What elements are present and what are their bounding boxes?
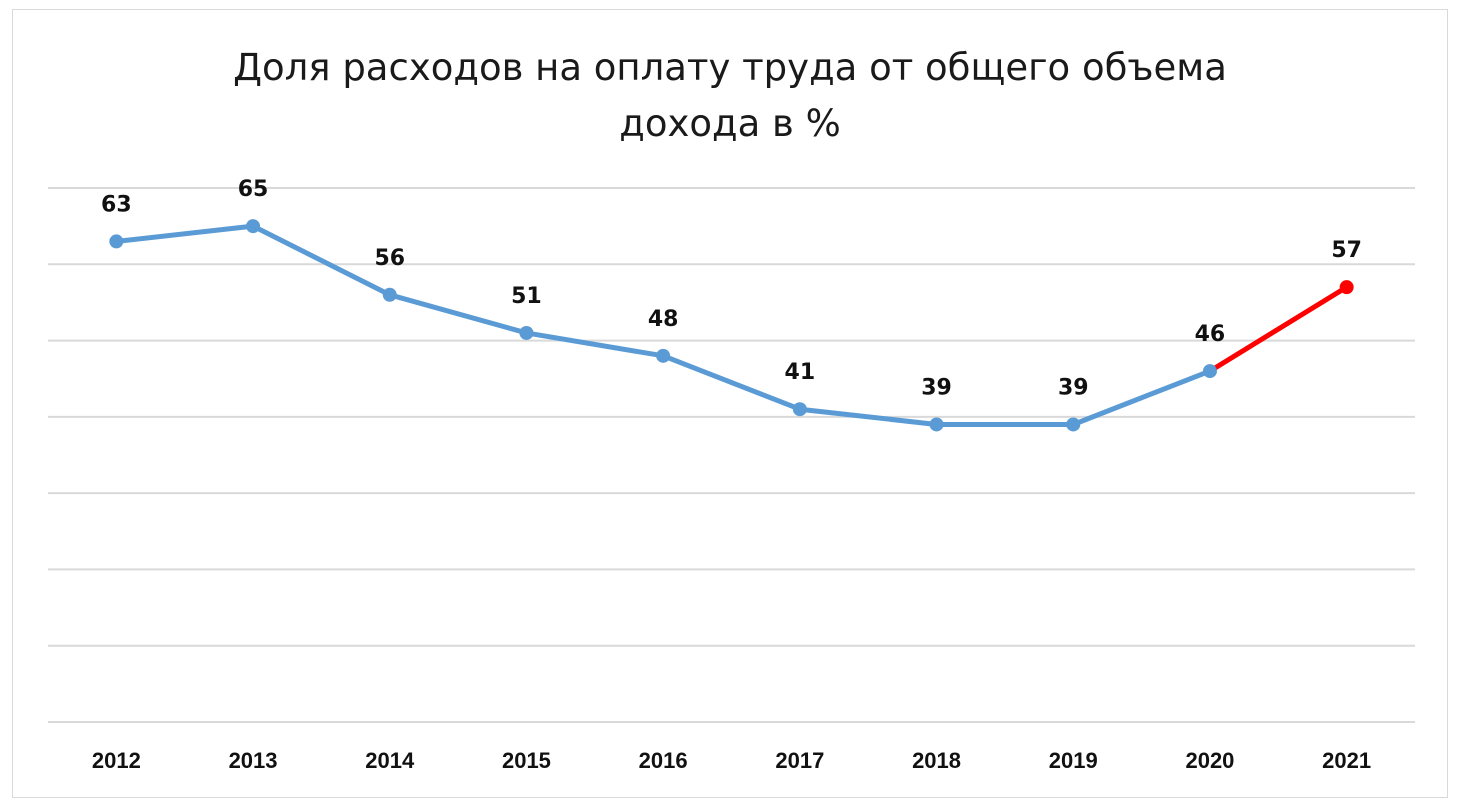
series-lines — [113, 223, 1350, 427]
chart-title: Доля расходов на оплату труда от общего … — [0, 40, 1460, 152]
data-label-2012: 63 — [101, 192, 132, 217]
data-labels: 63 65 56 51 48 41 39 39 46 57 — [101, 177, 1362, 400]
data-label-2015: 51 — [511, 284, 542, 309]
data-label-2019: 39 — [1058, 375, 1089, 400]
series-segment-2017-2018 — [797, 406, 940, 427]
series-segment-2016-2017 — [660, 353, 803, 412]
data-label-2018: 39 — [921, 375, 952, 400]
series-segment-2019-2020 — [1070, 368, 1213, 427]
data-label-2020: 46 — [1195, 322, 1226, 347]
x-tick-label-2014: 2014 — [365, 748, 415, 773]
data-point-2014 — [382, 287, 397, 302]
data-point-2015 — [519, 325, 534, 340]
x-tick-label-2013: 2013 — [229, 748, 278, 773]
series-segment-2015-2016 — [523, 330, 666, 359]
gridlines — [48, 187, 1415, 723]
data-point-2016 — [656, 348, 671, 363]
data-point-2013 — [246, 219, 261, 234]
data-point-2019 — [1066, 417, 1081, 432]
data-label-2014: 56 — [374, 246, 405, 271]
x-tick-label-2019: 2019 — [1049, 748, 1098, 773]
x-tick-label-2018: 2018 — [912, 748, 961, 773]
data-point-2012 — [109, 234, 124, 249]
data-point-2021 — [1339, 280, 1354, 295]
data-point-2018 — [929, 417, 944, 432]
data-label-2021: 57 — [1331, 238, 1362, 263]
series-points — [109, 219, 1354, 432]
x-tick-label-2015: 2015 — [502, 748, 551, 773]
series-segment-2020-2021 — [1207, 284, 1350, 374]
data-point-2020 — [1202, 364, 1217, 379]
data-label-2013: 65 — [238, 177, 269, 202]
x-tick-label-2017: 2017 — [775, 748, 824, 773]
x-tick-label-2016: 2016 — [639, 748, 688, 773]
data-label-2016: 48 — [648, 307, 679, 332]
series-segment-2012-2013 — [113, 223, 256, 244]
x-tick-label-2012: 2012 — [92, 748, 141, 773]
chart-title-line-2: дохода в % — [619, 102, 841, 145]
chart-frame — [12, 9, 1448, 798]
x-axis-tick-labels: 2012 2013 2014 2015 2016 2017 2018 2019 2020 2021 — [92, 748, 1371, 773]
data-point-2017 — [792, 402, 807, 417]
x-tick-label-2020: 2020 — [1185, 748, 1234, 773]
chart-title-line-1: Доля расходов на оплату труда от общего … — [233, 46, 1227, 89]
data-label-2017: 41 — [785, 360, 816, 385]
series-segment-2014-2015 — [387, 292, 529, 336]
x-tick-label-2021: 2021 — [1322, 748, 1371, 773]
series-segment-2013-2014 — [250, 223, 393, 298]
